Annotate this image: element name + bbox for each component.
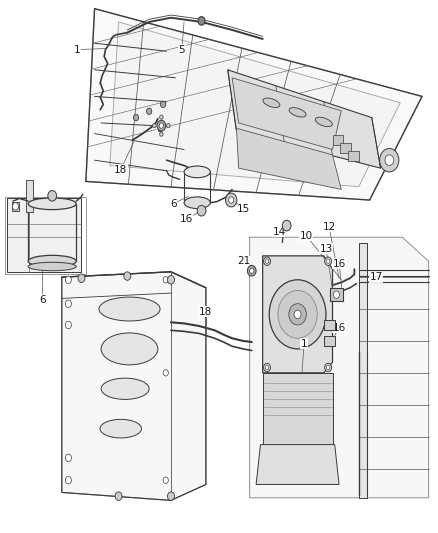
- Ellipse shape: [315, 117, 332, 127]
- Ellipse shape: [184, 197, 210, 208]
- Polygon shape: [86, 9, 422, 200]
- Circle shape: [197, 205, 206, 216]
- Bar: [324, 336, 335, 346]
- Circle shape: [159, 132, 163, 136]
- Circle shape: [326, 366, 330, 369]
- Circle shape: [265, 366, 269, 369]
- Ellipse shape: [289, 108, 306, 117]
- Circle shape: [325, 257, 332, 265]
- Circle shape: [229, 197, 234, 203]
- Circle shape: [159, 123, 163, 128]
- Circle shape: [65, 276, 71, 284]
- Circle shape: [283, 220, 291, 231]
- Ellipse shape: [101, 378, 149, 399]
- Circle shape: [166, 124, 170, 128]
- Circle shape: [264, 364, 271, 372]
- Circle shape: [278, 290, 317, 338]
- Polygon shape: [250, 237, 428, 498]
- Bar: [324, 320, 335, 330]
- Circle shape: [65, 454, 71, 462]
- Text: 10: 10: [300, 231, 313, 241]
- Ellipse shape: [28, 262, 76, 271]
- Bar: [330, 288, 343, 301]
- Polygon shape: [256, 445, 339, 484]
- Circle shape: [167, 276, 174, 284]
- Circle shape: [157, 120, 166, 131]
- Ellipse shape: [184, 166, 210, 177]
- Bar: [26, 180, 32, 212]
- Polygon shape: [7, 198, 81, 272]
- Circle shape: [289, 304, 306, 325]
- Circle shape: [325, 364, 332, 372]
- Circle shape: [264, 257, 271, 265]
- Ellipse shape: [263, 98, 280, 108]
- Circle shape: [269, 280, 326, 349]
- Circle shape: [159, 115, 163, 119]
- Polygon shape: [263, 373, 332, 447]
- Circle shape: [65, 321, 71, 329]
- Circle shape: [294, 310, 301, 319]
- Text: 6: 6: [170, 199, 177, 209]
- Circle shape: [124, 272, 131, 280]
- Circle shape: [152, 124, 156, 128]
- Text: 5: 5: [179, 45, 185, 54]
- Bar: [332, 135, 343, 146]
- Text: 15: 15: [237, 204, 250, 214]
- Circle shape: [326, 259, 330, 263]
- Ellipse shape: [99, 297, 160, 321]
- Circle shape: [163, 369, 168, 376]
- Circle shape: [134, 115, 139, 121]
- Circle shape: [115, 492, 122, 500]
- Text: 18: 18: [199, 306, 212, 317]
- Ellipse shape: [28, 255, 76, 267]
- Ellipse shape: [101, 333, 158, 365]
- Circle shape: [78, 274, 85, 282]
- Text: 14: 14: [272, 227, 286, 237]
- Circle shape: [147, 108, 152, 115]
- Ellipse shape: [28, 198, 76, 209]
- Circle shape: [163, 277, 168, 283]
- Circle shape: [250, 268, 254, 273]
- Ellipse shape: [100, 419, 141, 438]
- Text: 8: 8: [157, 124, 163, 134]
- Polygon shape: [110, 22, 400, 187]
- Text: 16: 16: [332, 322, 346, 333]
- Bar: [359, 243, 367, 498]
- Circle shape: [385, 155, 394, 165]
- Text: 16: 16: [180, 214, 193, 224]
- Circle shape: [380, 149, 399, 172]
- Bar: [5, 197, 86, 274]
- Circle shape: [198, 17, 205, 25]
- Circle shape: [167, 492, 174, 500]
- Text: 16: 16: [332, 259, 346, 269]
- Circle shape: [265, 259, 269, 263]
- Text: 21: 21: [238, 256, 251, 266]
- Text: 13: 13: [319, 244, 332, 254]
- Circle shape: [65, 300, 71, 308]
- Circle shape: [12, 203, 18, 210]
- Circle shape: [333, 291, 339, 298]
- Text: 6: 6: [39, 295, 46, 305]
- Text: 12: 12: [322, 222, 336, 232]
- Polygon shape: [237, 128, 341, 189]
- Polygon shape: [263, 256, 332, 373]
- Polygon shape: [232, 78, 341, 150]
- Circle shape: [65, 477, 71, 484]
- Circle shape: [247, 265, 256, 276]
- Text: 1: 1: [301, 338, 307, 349]
- Circle shape: [226, 193, 237, 207]
- Polygon shape: [62, 272, 206, 500]
- Bar: [340, 143, 351, 154]
- Bar: [12, 202, 19, 211]
- Text: 18: 18: [114, 165, 127, 175]
- Text: 1: 1: [74, 45, 81, 54]
- Circle shape: [48, 190, 57, 201]
- Text: 17: 17: [370, 272, 383, 282]
- Circle shape: [163, 477, 168, 483]
- Polygon shape: [228, 70, 381, 168]
- Bar: [348, 151, 359, 161]
- Circle shape: [160, 101, 166, 108]
